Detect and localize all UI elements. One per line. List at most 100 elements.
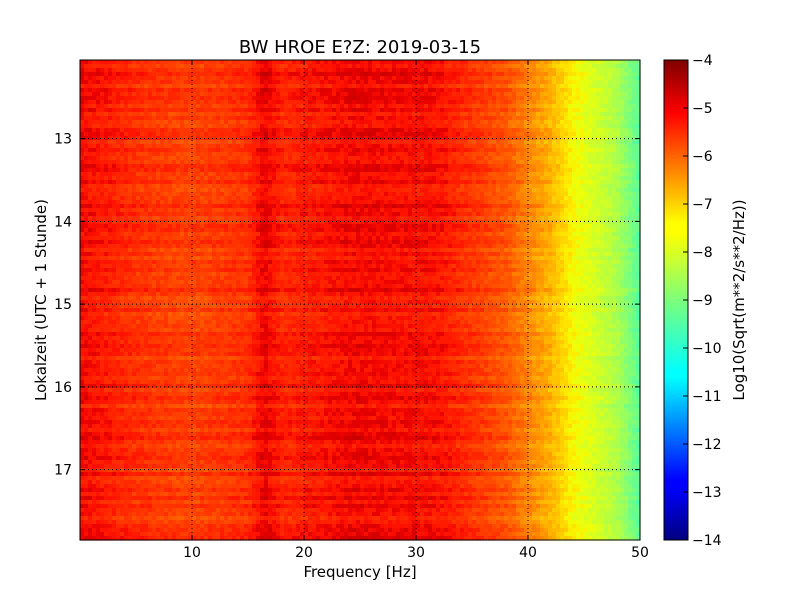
heatmap-cell	[368, 196, 373, 201]
heatmap-cell	[592, 104, 597, 109]
heatmap-cell	[168, 84, 173, 89]
heatmap-cell	[160, 180, 165, 185]
heatmap-cell	[472, 156, 477, 161]
heatmap-cell	[124, 68, 129, 73]
heatmap-cell	[116, 76, 121, 81]
heatmap-cell	[316, 180, 321, 185]
heatmap-cell	[172, 164, 177, 169]
heatmap-cell	[328, 168, 333, 173]
heatmap-cell	[332, 136, 337, 141]
heatmap-cell	[520, 92, 525, 97]
heatmap-cell	[292, 172, 297, 177]
heatmap-cell	[424, 140, 429, 145]
heatmap-cell	[340, 64, 345, 69]
heatmap-cell	[432, 116, 437, 121]
heatmap-cell	[364, 176, 369, 181]
heatmap-cell	[288, 164, 293, 169]
heatmap-cell	[428, 108, 433, 113]
heatmap-cell	[208, 132, 213, 137]
heatmap-cell	[360, 124, 365, 129]
heatmap-cell	[160, 84, 165, 89]
heatmap-cell	[600, 132, 605, 137]
heatmap-cell	[632, 176, 637, 181]
heatmap-cell	[420, 180, 425, 185]
heatmap-cell	[536, 68, 541, 73]
heatmap-cell	[584, 148, 589, 153]
heatmap-cell	[360, 188, 365, 193]
heatmap-cell	[488, 168, 493, 173]
heatmap-cell	[304, 176, 309, 181]
heatmap-cell	[456, 196, 461, 201]
heatmap-cell	[216, 164, 221, 169]
heatmap-cell	[272, 152, 277, 157]
heatmap-cell	[252, 128, 257, 133]
heatmap-cell	[628, 188, 633, 193]
heatmap-cell	[504, 168, 509, 173]
heatmap-cell	[548, 176, 553, 181]
heatmap-cell	[320, 64, 325, 69]
heatmap-cell	[292, 112, 297, 117]
heatmap-cell	[256, 108, 261, 113]
heatmap-cell	[272, 112, 277, 117]
heatmap-cell	[380, 80, 385, 85]
heatmap-cell	[520, 68, 525, 73]
heatmap-cell	[352, 76, 357, 81]
heatmap-cell	[240, 68, 245, 73]
heatmap-cell	[464, 104, 469, 109]
heatmap-cell	[168, 148, 173, 153]
heatmap-cell	[524, 180, 529, 185]
heatmap-cell	[524, 72, 529, 77]
heatmap-cell	[504, 152, 509, 157]
heatmap-cell	[516, 144, 521, 149]
heatmap-cell	[568, 76, 573, 81]
heatmap-cell	[268, 140, 273, 145]
heatmap-cell	[92, 112, 97, 117]
heatmap-cell	[340, 124, 345, 129]
heatmap-cell	[476, 104, 481, 109]
heatmap-cell	[140, 188, 145, 193]
heatmap-cell	[584, 100, 589, 105]
heatmap-cell	[380, 84, 385, 89]
heatmap-cell	[284, 104, 289, 109]
heatmap-cell	[200, 100, 205, 105]
heatmap-cell	[500, 160, 505, 165]
heatmap-cell	[148, 144, 153, 149]
heatmap-cell	[448, 60, 453, 65]
heatmap-cell	[444, 120, 449, 125]
heatmap-cell	[484, 172, 489, 177]
heatmap-cell	[352, 104, 357, 109]
heatmap-cell	[512, 160, 517, 165]
heatmap-cell	[528, 96, 533, 101]
heatmap-cell	[152, 180, 157, 185]
heatmap-cell	[296, 100, 301, 105]
heatmap-cell	[272, 104, 277, 109]
heatmap-cell	[232, 132, 237, 137]
heatmap-cell	[416, 88, 421, 93]
heatmap-cell	[420, 144, 425, 149]
heatmap-cell	[588, 168, 593, 173]
heatmap-cell	[540, 88, 545, 93]
heatmap-cell	[84, 192, 89, 197]
heatmap-cell	[312, 68, 317, 73]
heatmap-cell	[520, 148, 525, 153]
heatmap-cell	[284, 176, 289, 181]
heatmap-cell	[500, 136, 505, 141]
heatmap-cell	[232, 160, 237, 165]
heatmap-cell	[208, 60, 213, 65]
heatmap-cell	[132, 60, 137, 65]
heatmap-cell	[212, 84, 217, 89]
heatmap-cell	[384, 80, 389, 85]
heatmap-cell	[532, 196, 537, 201]
heatmap-cell	[516, 136, 521, 141]
heatmap-cell	[468, 80, 473, 85]
heatmap-cell	[360, 168, 365, 173]
heatmap-cell	[588, 184, 593, 189]
heatmap-cell	[124, 168, 129, 173]
heatmap-cell	[492, 84, 497, 89]
heatmap-cell	[420, 160, 425, 165]
heatmap-cell	[440, 72, 445, 77]
heatmap-cell	[424, 168, 429, 173]
heatmap-cell	[584, 144, 589, 149]
heatmap-cell	[588, 144, 593, 149]
heatmap-cell	[224, 200, 229, 205]
